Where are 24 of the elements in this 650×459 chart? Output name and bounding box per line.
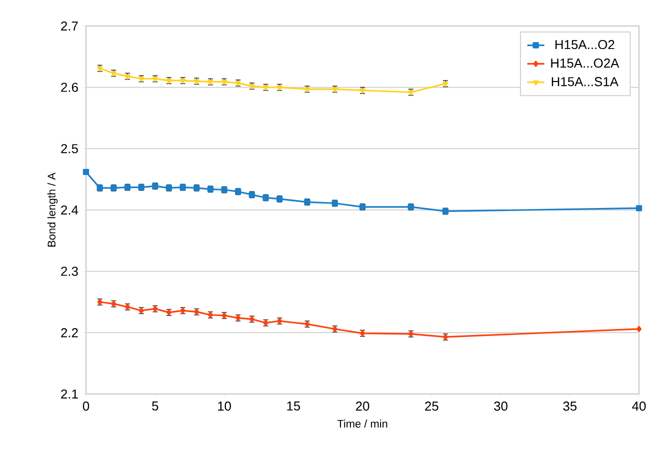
x-tick-label: 20 bbox=[356, 402, 370, 411]
x-tick-label: 25 bbox=[425, 402, 438, 411]
y-tick-label: 2.1 bbox=[61, 389, 78, 399]
x-tick-label: 10 bbox=[218, 402, 231, 411]
x-tick-label: 40 bbox=[632, 402, 646, 411]
x-tick-label: 35 bbox=[563, 402, 577, 411]
y-tick-label: 2.4 bbox=[61, 205, 78, 215]
y-tick-label: 2.5 bbox=[61, 144, 78, 154]
legend-label: H15A...O2A bbox=[551, 58, 620, 68]
x-tick-label: 15 bbox=[287, 402, 300, 411]
y-axis-title: Bond length / A bbox=[47, 172, 58, 247]
point bbox=[82, 168, 90, 176]
x-tick-label: 5 bbox=[152, 402, 158, 411]
x-axis-title: Time / min bbox=[337, 420, 388, 428]
point bbox=[636, 205, 642, 212]
y-tick-label: 2.6 bbox=[61, 82, 78, 92]
legend-label: H15A...O2 bbox=[555, 40, 614, 50]
point bbox=[636, 326, 642, 332]
legend-label: H15A...S1A bbox=[552, 77, 618, 86]
x-tick-label: 0 bbox=[82, 402, 90, 411]
y-tick-label: 2.3 bbox=[61, 266, 78, 276]
y-tick-label: 2.7 bbox=[61, 21, 78, 31]
x-tick-label: 30 bbox=[494, 402, 508, 411]
y-tick-label: 2.2 bbox=[61, 328, 78, 338]
